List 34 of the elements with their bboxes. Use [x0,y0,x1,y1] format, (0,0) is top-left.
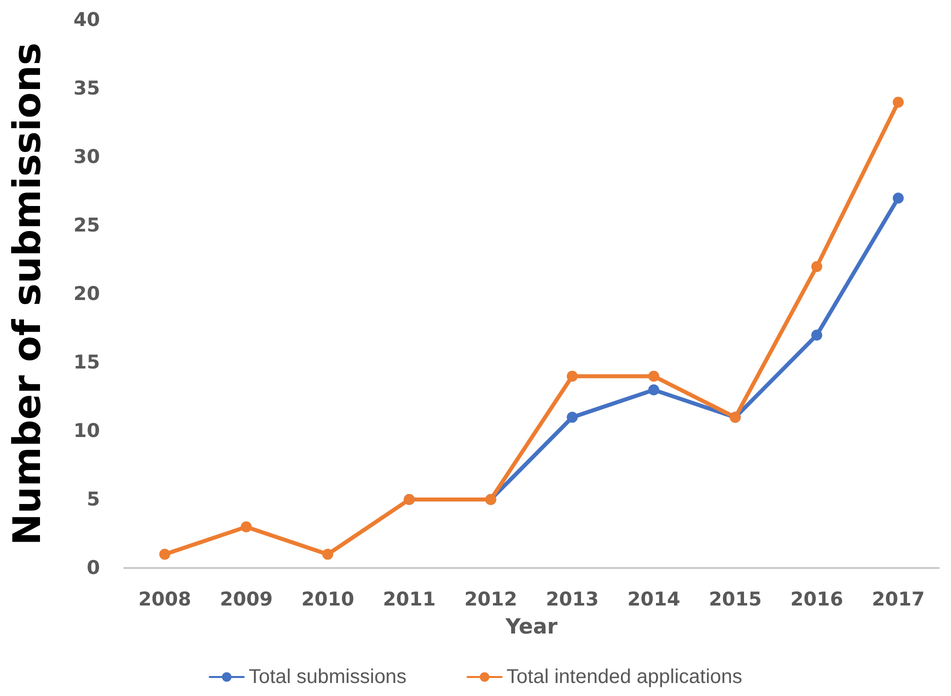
point [648,370,660,382]
x-tick-label: 2015 [708,588,762,610]
y-tick-label: 10 [74,420,100,442]
y-tick-label: 40 [74,9,100,31]
y-tick-label: 25 [74,214,100,236]
y-tick-label: 20 [74,283,100,305]
legend-label: Total submissions [248,666,407,688]
point [648,384,660,396]
y-tick-label: 35 [74,78,100,100]
y-tick-label: 0 [86,557,100,579]
x-tick-label: 2010 [301,588,354,610]
point [566,370,578,382]
x-tick-label: 2013 [546,588,599,610]
y-tick-label: 15 [74,352,100,374]
x-tick-label: 2011 [382,588,436,610]
x-axis-title: Year [504,614,558,638]
point [240,521,252,532]
point [159,548,170,560]
y-tick-label: 30 [74,146,100,168]
point [566,412,578,423]
x-tick-label: 2017 [872,588,925,610]
point [811,261,822,272]
x-tick-label: 2012 [464,588,518,610]
point [892,192,904,204]
y-axis-title: Number of submissions [5,42,49,546]
x-tick-label: 2008 [138,588,192,610]
x-tick-label: 2016 [790,588,844,610]
x-tick-label: 2009 [220,588,273,610]
point [322,548,334,560]
y-tick-label: 5 [86,488,100,510]
x-tick-label: 2014 [627,588,680,610]
point [811,330,822,341]
legend-label: Total intended applications [506,666,742,688]
point [892,96,904,108]
